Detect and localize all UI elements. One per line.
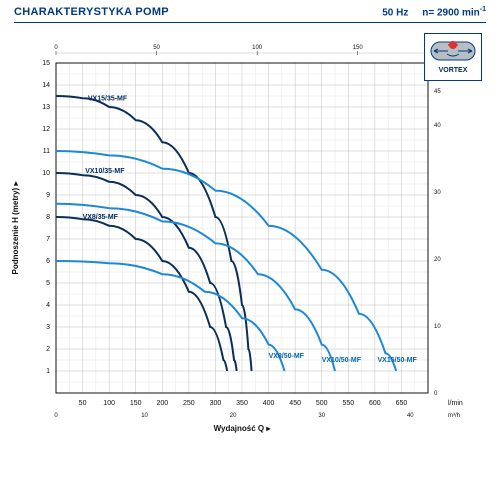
y2-tick-label: 20 xyxy=(434,257,441,263)
x-tick-label: 200 xyxy=(156,400,168,407)
series-label: VX15/50-MF xyxy=(378,358,418,365)
y-tick-label: 8 xyxy=(46,214,50,221)
y2-tick-label: 40 xyxy=(434,123,441,129)
header-divider xyxy=(14,22,486,23)
x2-unit: m³/h xyxy=(448,413,460,419)
y-tick-label: 10 xyxy=(42,170,50,177)
y-tick-label: 4 xyxy=(46,302,50,309)
top-tick-label: 0 xyxy=(54,45,58,51)
y-tick-label: 11 xyxy=(43,148,50,155)
x-tick-label: 400 xyxy=(263,400,275,407)
y-axis-label: Podnoszenie H (metry) ▸ xyxy=(11,181,20,275)
header-spec: 50 Hz n= 2900 min-1 xyxy=(382,6,486,18)
y-tick-label: 12 xyxy=(42,126,50,133)
page-title: CHARAKTERYSTYKA POMP xyxy=(14,6,169,18)
series-label: VX15/35-MF xyxy=(88,96,128,103)
x-tick-label: 450 xyxy=(289,400,301,407)
vortex-label: VORTEX xyxy=(425,67,481,74)
x-tick-label: 550 xyxy=(342,400,354,407)
x-tick-label: 100 xyxy=(103,400,115,407)
y-tick-label: 2 xyxy=(46,346,50,353)
top-tick-label: 50 xyxy=(153,45,160,51)
x-tick-label: 50 xyxy=(79,400,87,407)
x-tick-label: 350 xyxy=(236,400,248,407)
x-tick-label: 250 xyxy=(183,400,195,407)
x-tick-label: 300 xyxy=(210,400,222,407)
spec-n: n= 2900 min xyxy=(422,7,480,18)
x2-tick-label: 10 xyxy=(141,413,148,419)
x-tick-label: 600 xyxy=(369,400,381,407)
y2-tick-label: 45 xyxy=(434,90,441,96)
y-tick-label: 14 xyxy=(42,82,50,89)
y-tick-label: 6 xyxy=(46,258,50,265)
series-label: VX8/35-MF xyxy=(83,215,119,222)
x2-tick-label: 40 xyxy=(407,413,414,419)
spec-hz: 50 Hz xyxy=(382,7,408,18)
x-tick-label: 150 xyxy=(130,400,142,407)
y2-tick-label: 30 xyxy=(434,190,441,196)
y-tick-label: 7 xyxy=(46,236,50,243)
x2-tick-label: 0 xyxy=(54,413,58,419)
y2-tick-label: 0 xyxy=(434,391,438,397)
vortex-inset: VORTEX xyxy=(424,33,482,81)
series-label: VX8/50-MF xyxy=(269,353,305,360)
series-label: VX10/50-MF xyxy=(322,358,362,365)
x-tick-label: 650 xyxy=(396,400,408,407)
y-tick-label: 9 xyxy=(46,192,50,199)
top-tick-label: 150 xyxy=(353,45,364,51)
x-axis-label: Wydajność Q ▸ xyxy=(214,424,272,433)
pump-chart: 50100150200250300350400450500550600650l/… xyxy=(0,29,500,469)
y-tick-label: 5 xyxy=(46,280,50,287)
x2-tick-label: 20 xyxy=(230,413,237,419)
y-tick-label: 15 xyxy=(42,60,50,67)
top-tick-label: 100 xyxy=(252,45,263,51)
x-unit-lmin: l/min xyxy=(448,400,463,407)
y-tick-label: 13 xyxy=(42,104,50,111)
vortex-icon xyxy=(428,36,478,66)
y-tick-label: 1 xyxy=(46,368,50,375)
x2-tick-label: 30 xyxy=(318,413,325,419)
y2-tick-label: 10 xyxy=(434,324,441,330)
spec-n-exp: -1 xyxy=(480,6,486,13)
chart-canvas: 50100150200250300350400450500550600650l/… xyxy=(0,29,500,469)
series-label: VX10/35-MF xyxy=(85,168,125,175)
x-tick-label: 500 xyxy=(316,400,328,407)
y-tick-label: 3 xyxy=(46,324,50,331)
